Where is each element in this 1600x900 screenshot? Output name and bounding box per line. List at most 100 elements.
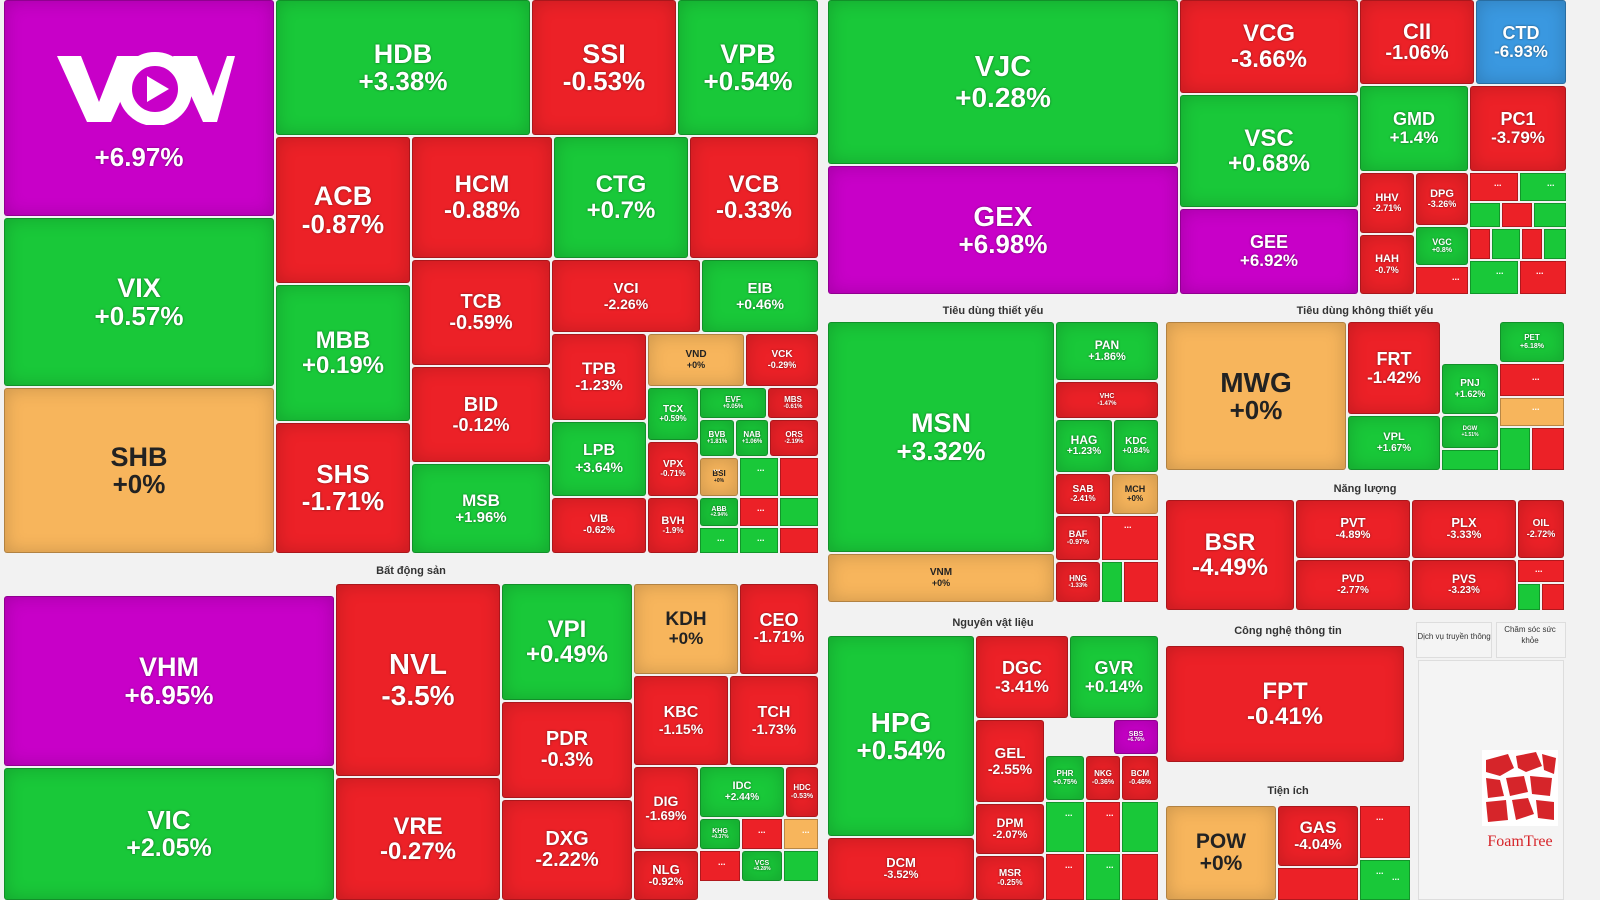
tile-pc1[interactable]: PC1 -3.79% (1470, 86, 1566, 171)
tile-hhv[interactable]: HHV -2.71% (1360, 173, 1414, 233)
tile-baf[interactable]: BAF -0.97% (1056, 516, 1100, 560)
tile-ssi[interactable]: SSI -0.53% (532, 0, 676, 135)
tile-oil[interactable]: OIL -2.72% (1518, 500, 1564, 558)
tile-vhm[interactable]: VHM +6.95% (4, 596, 334, 766)
tile-ctd[interactable]: CTD -6.93% (1476, 0, 1566, 84)
tile-nab[interactable]: NAB +1.06% (736, 420, 768, 456)
tile-pan[interactable]: PAN +1.86% (1056, 322, 1158, 380)
tile-khg[interactable]: KHG +0.37% (700, 819, 740, 849)
tile-phr[interactable]: PHR +0.75% (1046, 756, 1084, 800)
mini-tile[interactable] (1532, 428, 1564, 470)
tile-vpi[interactable]: VPI +0.49% (502, 584, 632, 700)
tile-vcs[interactable]: VCS +0.28% (742, 851, 782, 881)
mini-tile[interactable] (1500, 364, 1564, 396)
mini-tile[interactable] (1500, 398, 1564, 426)
tile-bvb[interactable]: BVB +1.81% (700, 420, 734, 456)
tile-hag[interactable]: HAG +1.23% (1056, 420, 1112, 472)
tile-abb[interactable]: ABB +2.94% (700, 498, 738, 526)
mini-tile[interactable] (1122, 854, 1158, 900)
tile-dgw[interactable]: DGW +1.51% (1442, 416, 1498, 448)
mini-tile[interactable] (1046, 802, 1084, 852)
mini-tile[interactable] (700, 528, 738, 553)
tile-dig[interactable]: DIG -1.69% (634, 767, 698, 849)
tile-sbs[interactable]: SBS +6.76% (1114, 720, 1158, 754)
mini-tile[interactable] (1492, 229, 1520, 259)
mini-tile[interactable] (1102, 516, 1158, 560)
tile-vpx[interactable]: VPX -0.71% (648, 442, 698, 496)
tile-pow[interactable]: POW +0% (1166, 806, 1276, 900)
mini-tile[interactable] (1544, 229, 1566, 259)
mini-tile[interactable] (1086, 854, 1120, 900)
mini-tile[interactable] (1278, 868, 1358, 900)
mini-tile[interactable] (1124, 562, 1158, 602)
mini-tile[interactable] (740, 458, 778, 496)
tile-evf[interactable]: EVF +0.05% (700, 388, 766, 418)
mini-tile[interactable] (1470, 261, 1518, 294)
tile-pet[interactable]: PET +6.18% (1500, 322, 1564, 362)
mini-tile[interactable] (1470, 229, 1490, 259)
mini-tile[interactable] (1442, 450, 1498, 470)
tile-kdc[interactable]: KDC +0.84% (1114, 420, 1158, 472)
tile-frt[interactable]: FRT -1.42% (1348, 322, 1440, 414)
mini-tile[interactable] (1470, 203, 1500, 227)
tile-mch[interactable]: MCH +0% (1112, 474, 1158, 514)
mini-tile[interactable] (784, 851, 818, 881)
mini-tile[interactable] (1360, 860, 1410, 900)
tile-hdb[interactable]: HDB +3.38% (276, 0, 530, 135)
tile-vck[interactable]: VCK -0.29% (746, 334, 818, 386)
mini-tile[interactable] (1518, 584, 1540, 610)
tile-pvs[interactable]: PVS -3.23% (1412, 560, 1516, 610)
mini-tile[interactable] (1360, 806, 1410, 858)
tile-lpb[interactable]: LPB +3.64% (552, 422, 646, 496)
tile-bvh[interactable]: BVH -1.9% (648, 498, 698, 553)
mini-tile[interactable] (1122, 802, 1158, 852)
tile-gmd[interactable]: GMD +1.4% (1360, 86, 1468, 171)
tile-hpg[interactable]: HPG +0.54% (828, 636, 974, 836)
foamtree-logo[interactable]: FoamTree (1482, 750, 1558, 850)
tile-mbs[interactable]: MBS -0.61% (768, 388, 818, 418)
tile-vgc[interactable]: VGC +0.8% (1416, 227, 1468, 265)
tile-hah[interactable]: HAH -0.7% (1360, 235, 1414, 294)
tile-hng[interactable]: HNG -1.33% (1056, 562, 1100, 602)
tile-gee[interactable]: GEE +6.92% (1180, 209, 1358, 294)
mini-tile[interactable] (1500, 428, 1530, 470)
tile-idc[interactable]: IDC +2.44% (700, 767, 784, 817)
mini-tile[interactable] (780, 458, 818, 496)
tile-pvt[interactable]: PVT -4.89% (1296, 500, 1410, 558)
tile-gel[interactable]: GEL -2.55% (976, 720, 1044, 802)
tile-bid[interactable]: BID -0.12% (412, 367, 550, 462)
tile-tpb[interactable]: TPB -1.23% (552, 334, 646, 420)
tile-dpm[interactable]: DPM -2.07% (976, 804, 1044, 854)
tile-acb[interactable]: ACB -0.87% (276, 137, 410, 283)
tile-dcm[interactable]: DCM -3.52% (828, 838, 974, 900)
mini-tile[interactable] (1534, 203, 1566, 227)
mini-tile[interactable] (740, 528, 778, 553)
tile-cii[interactable]: CII -1.06% (1360, 0, 1474, 84)
mini-tile[interactable] (1542, 584, 1564, 610)
mini-tile[interactable] (742, 819, 782, 849)
tile-pdr[interactable]: PDR -0.3% (502, 702, 632, 798)
tile-ctg[interactable]: CTG +0.7% (554, 137, 688, 258)
tile-dpg[interactable]: DPG -3.26% (1416, 173, 1468, 225)
mini-tile[interactable] (1502, 203, 1532, 227)
mini-tile[interactable] (780, 498, 818, 526)
mini-tile[interactable] (1102, 562, 1122, 602)
mini-tile[interactable] (1520, 173, 1566, 201)
tile-pnj[interactable]: PNJ +1.62% (1442, 364, 1498, 414)
tile-gex[interactable]: GEX +6.98% (828, 166, 1178, 294)
tile-fpt[interactable]: FPT -0.41% (1166, 646, 1404, 762)
tile-bsr[interactable]: BSR -4.49% (1166, 500, 1294, 610)
mini-tile[interactable] (700, 851, 740, 881)
tile-dgc[interactable]: DGC -3.41% (976, 636, 1068, 718)
tile-ors[interactable]: ORS -2.19% (770, 420, 818, 456)
tile-vre[interactable]: VRE -0.27% (336, 778, 500, 900)
tile-sab[interactable]: SAB -2.41% (1056, 474, 1110, 514)
tile-vjc[interactable]: VJC +0.28% (828, 0, 1178, 164)
tile-kdh[interactable]: KDH +0% (634, 584, 738, 674)
tile-dxg[interactable]: DXG -2.22% (502, 800, 632, 900)
tile-nlg[interactable]: NLG -0.92% (634, 851, 698, 900)
tile-pvd[interactable]: PVD -2.77% (1296, 560, 1410, 610)
tile-msb[interactable]: MSB +1.96% (412, 464, 550, 553)
tile-plx[interactable]: PLX -3.33% (1412, 500, 1516, 558)
mini-tile[interactable] (780, 528, 818, 553)
